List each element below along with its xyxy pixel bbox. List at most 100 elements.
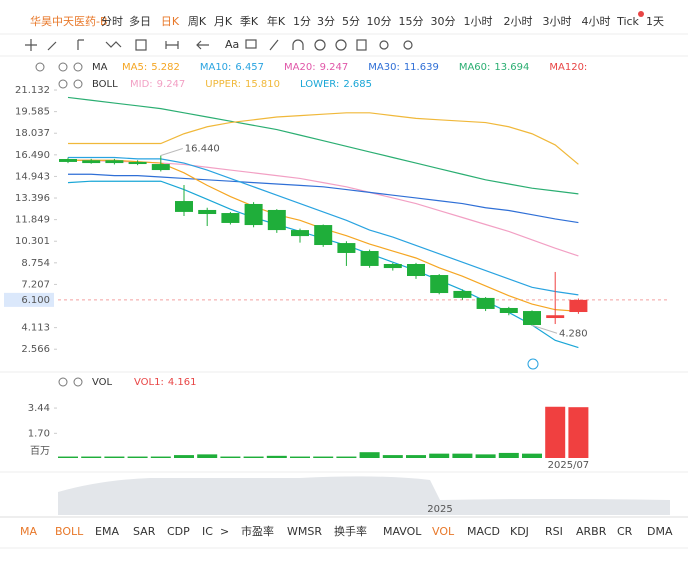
indicator-tab[interactable]: MA [20,525,37,538]
y-tick-label: 18.037 [15,128,50,139]
period-tab[interactable]: 年K [267,14,286,28]
indicator-tab[interactable]: SAR [133,525,156,538]
event-icon[interactable] [527,358,539,370]
period-tab[interactable]: 分时 [101,15,123,28]
line-tool[interactable] [47,41,57,51]
indicator-tab[interactable]: CR [617,525,633,538]
indicator-tab[interactable]: EMA [95,525,119,538]
candle-body [151,164,170,171]
navigator-year: 2025 [427,504,452,515]
wave-tool[interactable] [105,41,122,48]
candle-body [476,297,495,309]
volume-bar [243,456,264,458]
lock-tool[interactable] [314,39,326,51]
period-tab[interactable]: 1天 [646,15,664,28]
volume-bar [197,454,218,458]
volume-bar [220,456,241,458]
period-tab[interactable]: 3分 [317,15,335,28]
period-tab[interactable]: 多日 [129,14,151,28]
y-tick-label: 16.490 [15,150,50,161]
volume-bar [127,456,148,458]
indicator-line [68,112,579,165]
indicator-tab[interactable]: > [220,525,229,538]
period-tab[interactable]: 3小时 [543,15,572,28]
volume-bar [58,456,78,458]
eye-icon[interactable] [58,377,68,387]
candle-body [499,307,518,313]
text-tool[interactable]: Aa [225,38,239,51]
period-tab[interactable]: 季K [240,15,259,28]
move-tool[interactable] [25,39,37,51]
period-tab[interactable]: 周K [188,15,207,28]
note-tool[interactable] [245,39,257,49]
period-tab[interactable]: 10分 [367,15,392,28]
settings-icon[interactable] [73,62,83,72]
pen-tool[interactable] [269,39,279,51]
candle-body [59,159,77,162]
indicator-tab[interactable]: VOL [432,525,455,538]
candle-body [569,299,588,313]
current-price-label: 6.100 [21,295,50,306]
indicator-tab[interactable]: ARBR [576,525,607,538]
indicator-tab[interactable]: 换手率 [334,524,367,538]
indicator-tab[interactable]: KDJ [510,525,529,538]
indicator-tab[interactable]: MACD [467,525,500,538]
legend-label[interactable]: MA [92,62,108,73]
hide-tool[interactable] [335,39,347,51]
indicator-line [68,173,579,224]
legend-item-label: MA5: [122,62,147,73]
legend-item-value: 9.247 [157,79,186,90]
magnet-tool[interactable] [292,39,304,50]
y-tick-label: 21.132 [15,85,50,96]
period-tab[interactable]: 5分 [342,15,360,28]
period-tab[interactable]: 月K [214,15,233,28]
settings-icon[interactable] [73,377,83,387]
legend-item-label: UPPER: [205,79,241,90]
eye-icon[interactable] [58,79,68,89]
navigator-area[interactable] [58,476,670,515]
indicator-tab[interactable]: DMA [647,525,673,538]
compare-tool[interactable] [379,40,389,50]
indicator-tab[interactable]: RSI [545,525,563,538]
period-tab[interactable]: Tick [616,15,639,28]
period-tab[interactable]: 1分 [293,15,311,28]
volume-label[interactable]: VOL [92,377,113,388]
indicator-tab[interactable]: MAVOL [383,525,422,538]
ray-tool[interactable] [77,39,84,50]
indicator-line [68,156,579,296]
legend-item-label: MA60: [459,62,491,73]
volume-bar [81,456,102,458]
current-price-box [4,292,54,307]
period-tab[interactable]: 30分 [431,15,456,28]
annotation-label: 16.440 [185,144,220,155]
legend-item-value: 15.810 [245,79,280,90]
indicator-tab[interactable]: IC [202,525,213,538]
eye-icon[interactable] [58,62,68,72]
legend-item-label: MA20: [284,62,316,73]
candle-body [244,203,263,226]
rect-tool[interactable] [135,39,147,51]
notice-dot [638,11,644,17]
settings-icon[interactable] [73,79,83,89]
volume-date: 2025/07 [548,460,590,471]
volume-bar [359,452,380,458]
y-tick-label: 14.943 [15,171,50,182]
period-tab[interactable]: 1小时 [464,15,493,28]
candle-body [198,209,217,215]
legend-item-value: 2.685 [343,79,372,90]
indicator-tab[interactable]: 市盈率 [241,524,274,538]
range-tool[interactable] [165,41,179,49]
period-tab[interactable]: 2小时 [504,15,533,28]
indicator-tab[interactable]: WMSR [287,525,322,538]
collapse-icon[interactable] [35,62,45,72]
period-tab[interactable]: 4小时 [582,15,611,28]
volume-bar [336,456,357,458]
legend-label[interactable]: BOLL [92,79,118,90]
settings-tool[interactable] [403,40,413,50]
arrow-tool[interactable] [196,40,209,50]
indicator-tab[interactable]: BOLL [55,525,84,538]
period-tab[interactable]: 15分 [399,15,424,28]
indicator-tab[interactable]: CDP [167,525,190,538]
period-tab[interactable]: 日K [161,15,180,28]
delete-tool[interactable] [356,39,367,51]
